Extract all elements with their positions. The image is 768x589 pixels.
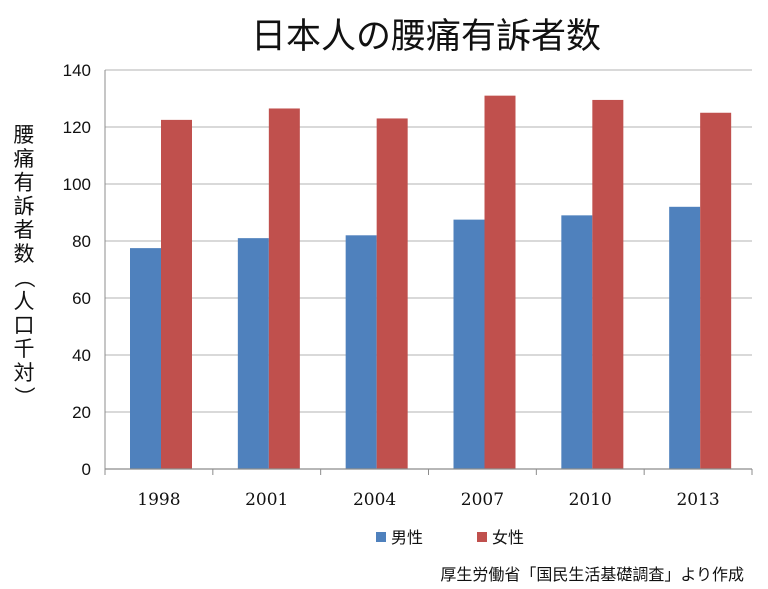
x-tick-label: 2001 (245, 490, 288, 510)
legend-swatch-男性 (376, 532, 386, 542)
y-tick-label: 120 (63, 118, 91, 137)
chart-title: 日本人の腰痛有訴者数 (251, 17, 601, 57)
legend: 男性 女性 (376, 528, 524, 547)
legend-label: 女性 (492, 528, 524, 547)
x-tick-label: 2013 (676, 490, 719, 510)
y-axis-title-char: 人 (14, 290, 35, 314)
y-tick-label: 80 (72, 232, 91, 251)
y-axis-title-char: ） (12, 386, 36, 407)
bar-男性-1998 (130, 248, 161, 469)
y-axis-title-char: 対 (14, 361, 35, 385)
y-tick-label: 20 (72, 403, 91, 422)
y-axis-title-char: 口 (14, 313, 35, 337)
bars (130, 95, 732, 470)
y-axis-title-char: 腰 (14, 123, 35, 147)
bar-男性-2013 (669, 206, 701, 470)
y-axis-title-char: （ (12, 267, 36, 288)
bar-男性-2007 (453, 219, 485, 469)
bar-女性-2010 (592, 99, 624, 470)
y-axis-ticks: 0 20 40 60 80 100 120 140 (63, 61, 91, 479)
y-axis-title-char: 痛 (14, 147, 35, 171)
legend-label: 男性 (391, 528, 423, 547)
y-tick-label: 60 (72, 289, 91, 308)
x-tick-label: 2007 (461, 490, 504, 510)
y-axis-title-char: 者 (14, 218, 35, 242)
x-tick-label: 2010 (569, 490, 612, 510)
legend-swatch-女性 (477, 532, 487, 542)
x-tick-label: 2004 (353, 490, 396, 510)
x-tick-label: 1998 (137, 490, 180, 510)
y-tick-label: 0 (82, 460, 91, 479)
bar-女性-2001 (268, 108, 300, 469)
x-axis (104, 70, 753, 475)
x-axis-labels: 1998 2001 2004 2007 2010 2013 (137, 490, 719, 510)
bar-男性-2001 (237, 238, 269, 469)
y-axis-title-char: 数 (14, 242, 35, 266)
bar-女性-2007 (484, 95, 516, 470)
y-axis-title-char: 有 (14, 171, 35, 195)
bar-男性-2004 (345, 235, 377, 469)
bar-男性-2010 (561, 215, 593, 469)
gridlines (105, 69, 752, 413)
y-tick-label: 40 (72, 346, 91, 365)
bar-女性-1998 (161, 119, 192, 469)
y-tick-label: 100 (63, 175, 91, 194)
y-tick-label: 140 (63, 61, 91, 80)
source-note: 厚生労働省「国民生活基礎調査」より作成 (440, 565, 744, 584)
y-axis-title-char: 訴 (14, 194, 35, 218)
bar-女性-2013 (700, 112, 732, 469)
bar-女性-2004 (376, 118, 408, 469)
y-axis-title-char: 千 (14, 337, 35, 361)
